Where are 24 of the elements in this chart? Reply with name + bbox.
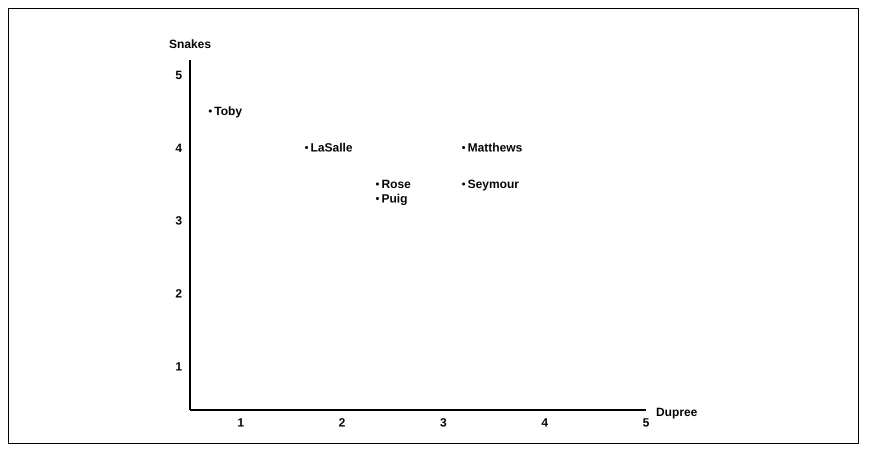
y-tick-label: 1 [175, 360, 182, 374]
x-tick-label: 3 [440, 416, 447, 430]
data-label: LaSalle [310, 140, 353, 155]
point [376, 197, 379, 200]
y-tick-label: 4 [175, 140, 182, 155]
x-tick-label: 4 [541, 416, 548, 430]
data-label: Matthews [468, 140, 523, 155]
y-tick-label: 3 [175, 214, 182, 228]
point [208, 110, 212, 113]
data-label: Seymour [468, 177, 520, 192]
y-tick-label: 2 [175, 286, 182, 301]
x-axis-title: Dupree [656, 405, 698, 419]
y-tick-label: 5 [175, 68, 182, 82]
point [462, 182, 466, 186]
x-tick-label: 2 [338, 416, 346, 430]
point [462, 146, 466, 149]
data-label: Toby [214, 104, 242, 118]
point [376, 182, 379, 186]
data-label: Puig [381, 192, 408, 206]
data-label: Rose [381, 177, 412, 192]
point [305, 146, 308, 149]
x-tick-label: 1 [237, 416, 244, 430]
x-tick-label: 5 [642, 416, 650, 430]
y-axis-title: Snakes [168, 37, 212, 51]
